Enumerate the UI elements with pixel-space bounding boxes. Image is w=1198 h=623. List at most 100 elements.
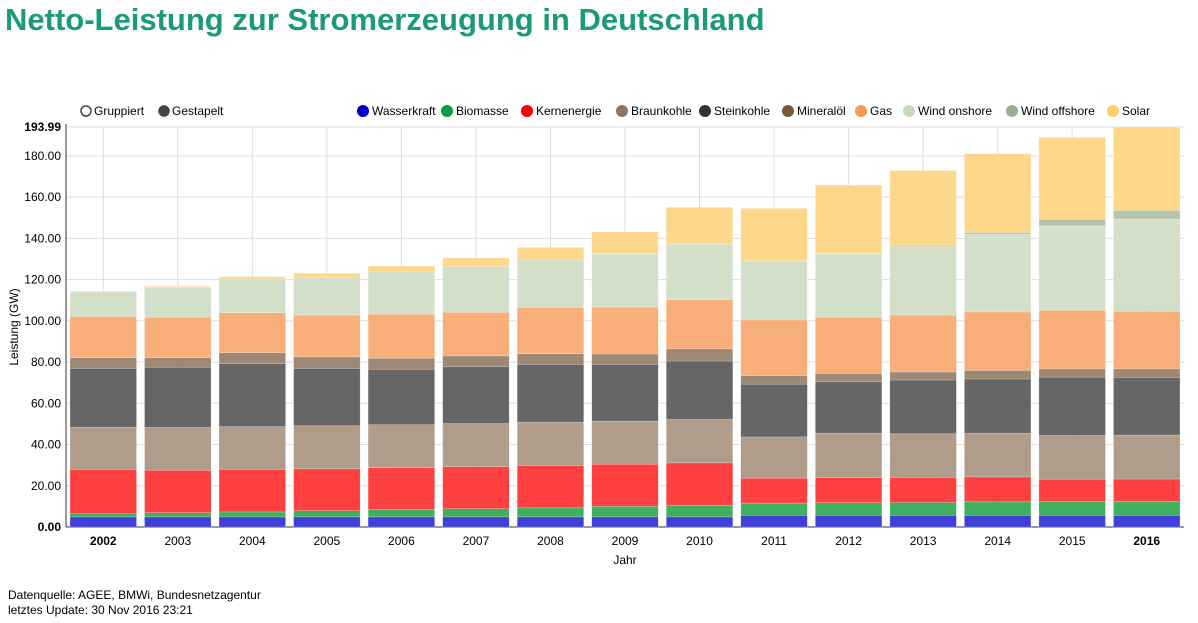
bar-segment-gas[interactable] — [889, 314, 957, 373]
bar-segment-solar[interactable] — [516, 247, 584, 261]
bar-segment-mineral-l[interactable] — [218, 352, 286, 364]
bar-segment-kernenergie[interactable] — [815, 477, 883, 503]
bar-segment-kernenergie[interactable] — [666, 462, 734, 506]
bar-segment-wind-offshore[interactable] — [1113, 210, 1181, 220]
bar-segment-mineral-l[interactable] — [740, 375, 808, 385]
bar-segment-gas[interactable] — [815, 316, 883, 374]
bar-segment-wasserkraft[interactable] — [293, 516, 361, 528]
bar-segment-solar[interactable] — [144, 286, 212, 288]
bar-segment-wind-onshore[interactable] — [1113, 218, 1181, 312]
bar-segment-kernenergie[interactable] — [293, 468, 361, 511]
bar-segment-biomasse[interactable] — [815, 502, 883, 516]
bar-segment-solar[interactable] — [815, 184, 883, 254]
bar-segment-braunkohle[interactable] — [1038, 435, 1106, 480]
bar-segment-solar[interactable] — [69, 290, 137, 292]
legend-item[interactable]: Wasserkraft — [372, 104, 436, 118]
bar-segment-solar[interactable] — [964, 153, 1032, 233]
bar-segment-steinkohle[interactable] — [1113, 377, 1181, 436]
bar-segment-biomasse[interactable] — [293, 510, 361, 518]
mode-label[interactable]: Gestapelt — [172, 104, 224, 118]
bar-segment-kernenergie[interactable] — [591, 463, 659, 507]
bar-segment-steinkohle[interactable] — [591, 364, 659, 422]
bar-segment-wasserkraft[interactable] — [666, 516, 734, 528]
bar-segment-wasserkraft[interactable] — [740, 515, 808, 528]
legend-item[interactable]: Solar — [1122, 104, 1150, 118]
bar-segment-gas[interactable] — [666, 299, 734, 350]
bar-segment-kernenergie[interactable] — [516, 465, 584, 509]
bar-segment-steinkohle[interactable] — [367, 369, 435, 425]
legend-item[interactable]: Biomasse — [456, 104, 509, 118]
bar-segment-mineral-l[interactable] — [69, 357, 137, 369]
legend-marker[interactable] — [357, 105, 369, 117]
bar-segment-biomasse[interactable] — [964, 501, 1032, 516]
bar-segment-braunkohle[interactable] — [293, 425, 361, 470]
bar-segment-steinkohle[interactable] — [889, 379, 957, 435]
bar-segment-mineral-l[interactable] — [591, 353, 659, 365]
bar-segment-mineral-l[interactable] — [367, 357, 435, 370]
legend-marker[interactable] — [616, 105, 628, 117]
bar-segment-kernenergie[interactable] — [442, 466, 510, 509]
legend-item[interactable]: Gas — [870, 104, 892, 118]
bar-segment-wasserkraft[interactable] — [442, 516, 510, 528]
bar-segment-wind-onshore[interactable] — [964, 234, 1032, 313]
bar-segment-biomasse[interactable] — [516, 507, 584, 518]
bar-segment-biomasse[interactable] — [69, 513, 137, 518]
bar-segment-gas[interactable] — [367, 313, 435, 359]
bar-segment-gas[interactable] — [516, 306, 584, 355]
legend-marker[interactable] — [521, 105, 533, 117]
bar-segment-mineral-l[interactable] — [293, 356, 361, 369]
bar-segment-gas[interactable] — [1038, 310, 1106, 370]
bar-segment-mineral-l[interactable] — [815, 373, 883, 382]
bar-segment-braunkohle[interactable] — [591, 420, 659, 465]
bar-segment-gas[interactable] — [69, 316, 137, 358]
bar-segment-biomasse[interactable] — [1113, 500, 1181, 516]
bar-segment-wasserkraft[interactable] — [1113, 515, 1181, 528]
bar-segment-wind-onshore[interactable] — [144, 286, 212, 318]
bar-segment-braunkohle[interactable] — [442, 423, 510, 468]
bar-segment-braunkohle[interactable] — [1113, 434, 1181, 480]
legend-marker[interactable] — [1107, 105, 1119, 117]
bar-segment-solar[interactable] — [1113, 126, 1181, 211]
bar-segment-steinkohle[interactable] — [218, 363, 286, 427]
bar-segment-wind-onshore[interactable] — [442, 266, 510, 313]
legend-marker[interactable] — [855, 105, 867, 117]
bar-segment-solar[interactable] — [218, 276, 286, 280]
bar-segment-wasserkraft[interactable] — [1038, 515, 1106, 528]
legend-item[interactable]: Wind offshore — [1021, 104, 1095, 118]
bar-segment-biomasse[interactable] — [442, 508, 510, 518]
mode-radio-gestapelt[interactable] — [158, 105, 170, 117]
bar-segment-wind-onshore[interactable] — [293, 277, 361, 316]
bar-segment-kernenergie[interactable] — [889, 477, 957, 503]
bar-segment-braunkohle[interactable] — [218, 426, 286, 470]
bar-segment-steinkohle[interactable] — [442, 366, 510, 424]
bar-segment-steinkohle[interactable] — [293, 368, 361, 427]
bar-segment-braunkohle[interactable] — [889, 433, 957, 478]
bar-segment-mineral-l[interactable] — [144, 357, 212, 368]
bar-segment-mineral-l[interactable] — [1113, 368, 1181, 378]
bar-segment-mineral-l[interactable] — [666, 348, 734, 362]
bar-segment-wind-onshore[interactable] — [69, 291, 137, 317]
bar-segment-gas[interactable] — [218, 312, 286, 354]
bar-segment-kernenergie[interactable] — [144, 470, 212, 514]
bar-segment-steinkohle[interactable] — [815, 381, 883, 434]
bar-segment-kernenergie[interactable] — [740, 477, 808, 504]
legend-marker[interactable] — [903, 105, 915, 117]
bar-segment-biomasse[interactable] — [144, 512, 212, 518]
bar-segment-solar[interactable] — [666, 206, 734, 245]
bar-segment-solar[interactable] — [591, 231, 659, 255]
bar-segment-gas[interactable] — [442, 311, 510, 357]
bar-segment-kernenergie[interactable] — [1113, 478, 1181, 502]
legend-item[interactable]: Mineralöl — [797, 104, 846, 118]
bar-segment-solar[interactable] — [889, 170, 957, 247]
bar-segment-wind-offshore[interactable] — [964, 232, 1032, 235]
bar-segment-mineral-l[interactable] — [442, 355, 510, 367]
bar-segment-braunkohle[interactable] — [367, 424, 435, 468]
bar-segment-wind-onshore[interactable] — [218, 278, 286, 314]
bar-segment-steinkohle[interactable] — [1038, 376, 1106, 436]
bar-segment-wasserkraft[interactable] — [69, 516, 137, 528]
bar-segment-solar[interactable] — [293, 272, 361, 278]
legend-marker[interactable] — [782, 105, 794, 117]
mode-radio-gruppiert[interactable] — [80, 105, 92, 117]
bar-segment-biomasse[interactable] — [218, 511, 286, 518]
bar-segment-kernenergie[interactable] — [218, 469, 286, 513]
